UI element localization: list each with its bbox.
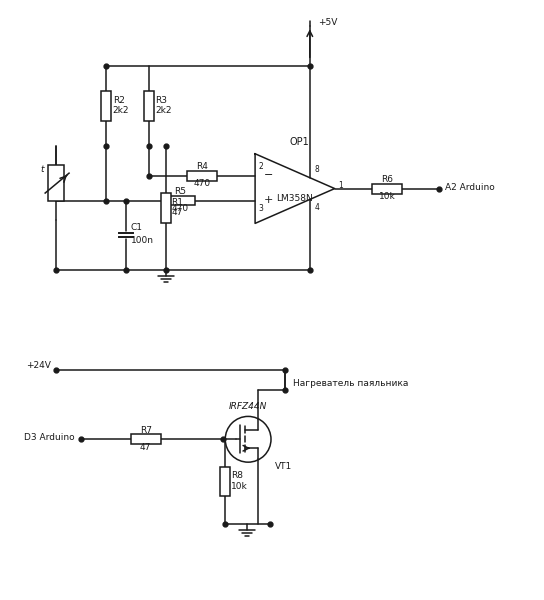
- Text: t: t: [41, 164, 44, 173]
- Bar: [144, 91, 153, 121]
- Text: +: +: [264, 194, 274, 205]
- Text: 2k2: 2k2: [156, 106, 172, 115]
- Text: 470: 470: [193, 179, 211, 188]
- Text: 10k: 10k: [231, 482, 248, 491]
- Bar: [131, 434, 160, 444]
- Bar: [165, 196, 195, 205]
- Text: R2: R2: [113, 95, 125, 104]
- Text: OP1: OP1: [290, 137, 310, 147]
- Bar: [187, 170, 217, 181]
- Text: 2k2: 2k2: [113, 106, 129, 115]
- Text: 3: 3: [258, 204, 263, 213]
- Text: D3 Arduino: D3 Arduino: [24, 433, 75, 442]
- Bar: [101, 91, 111, 121]
- Text: R4: R4: [196, 162, 208, 171]
- Text: 100n: 100n: [131, 236, 154, 245]
- Text: R3: R3: [156, 95, 168, 104]
- Text: R1: R1: [171, 197, 183, 206]
- Text: R5: R5: [175, 187, 187, 196]
- Bar: [160, 193, 170, 223]
- Text: R7: R7: [140, 426, 152, 435]
- Text: 47: 47: [171, 208, 183, 217]
- Text: +5V: +5V: [318, 18, 337, 27]
- Text: 4: 4: [315, 203, 320, 212]
- Text: A2 Arduino: A2 Arduino: [445, 183, 495, 192]
- Text: C1: C1: [131, 223, 143, 232]
- Text: 10k: 10k: [379, 192, 395, 201]
- Text: 470: 470: [172, 204, 189, 213]
- Text: R6: R6: [381, 175, 393, 184]
- Text: +24V: +24V: [26, 361, 51, 370]
- Text: IRFZ44N: IRFZ44N: [229, 402, 267, 411]
- Bar: [372, 184, 402, 194]
- Text: R8: R8: [231, 471, 243, 480]
- Text: 2: 2: [258, 162, 263, 171]
- Text: LM358N: LM358N: [276, 194, 313, 203]
- Text: 1: 1: [339, 181, 343, 190]
- Text: −: −: [264, 170, 274, 179]
- Bar: [220, 467, 230, 496]
- Text: 47: 47: [140, 443, 151, 452]
- Text: Нагреватель паяльника: Нагреватель паяльника: [293, 379, 408, 388]
- Bar: [48, 165, 64, 201]
- Text: 8: 8: [315, 165, 319, 174]
- Text: VT1: VT1: [275, 461, 292, 470]
